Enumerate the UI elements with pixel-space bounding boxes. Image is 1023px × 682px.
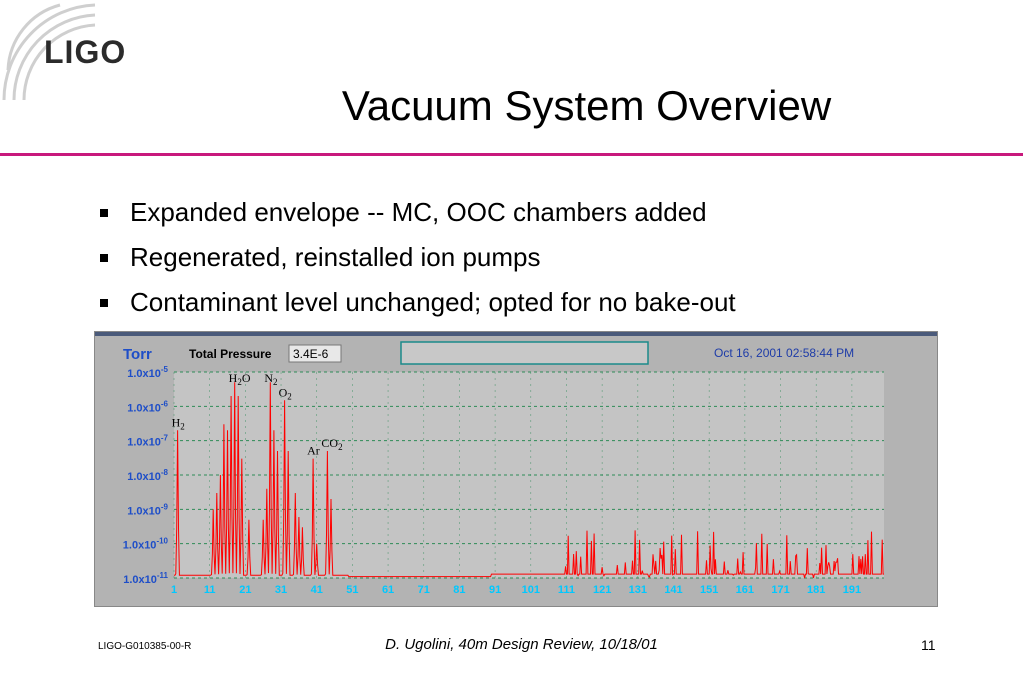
bullet-text: Contaminant level unchanged; opted for n… (130, 287, 736, 317)
spectrum-trace (174, 382, 884, 579)
peak-label: CO2 (321, 436, 342, 452)
x-tick-label: 61 (382, 584, 394, 596)
rga-spectrum-chart: Torr Total Pressure 3.4E-6 Oct 16, 2001 … (95, 332, 937, 596)
bullet-list: Expanded envelope -- MC, OOC chambers ad… (94, 190, 736, 325)
peak-label: O2 (279, 385, 292, 401)
grid-lines (173, 371, 884, 579)
y-tick-label: 1.0x10-7 (127, 434, 168, 449)
x-tick-label: 1 (171, 584, 177, 596)
y-tick-label: 1.0x10-9 (127, 502, 168, 517)
total-pressure-value: 3.4E-6 (293, 347, 329, 361)
peak-label: H2 (172, 415, 185, 431)
total-pressure-label: Total Pressure (189, 347, 272, 361)
rga-chart-frame: Torr Total Pressure 3.4E-6 Oct 16, 2001 … (94, 331, 938, 607)
title-divider (0, 153, 1023, 156)
ligo-logo: LIGO (44, 34, 127, 70)
peak-label: N2 (264, 371, 277, 387)
x-tick-label: 41 (311, 584, 323, 596)
bullet-square-icon (100, 299, 108, 307)
chart-top-bar (95, 332, 937, 336)
bullet-item: Contaminant level unchanged; opted for n… (94, 280, 736, 325)
footer-caption: D. Ugolini, 40m Design Review, 10/18/01 (385, 636, 658, 653)
x-tick-label: 151 (700, 584, 718, 596)
y-tick-label: 1.0x10-6 (127, 399, 168, 414)
slide-title: Vacuum System Overview (341, 82, 832, 129)
x-tick-label: 141 (664, 584, 682, 596)
x-tick-labels: 1 11 21 31 41 51 61 71 81 91 101 111 121 131 141 151 161… (171, 584, 861, 596)
x-tick-label: 21 (239, 584, 251, 596)
x-tick-label: 11 (204, 584, 216, 596)
message-box (400, 341, 649, 365)
bullet-square-icon (100, 209, 108, 217)
page-number: 11 (921, 637, 936, 653)
x-tick-label: 51 (346, 584, 358, 596)
x-tick-label: 171 (771, 584, 789, 596)
x-tick-label: 191 (843, 584, 861, 596)
x-tick-label: 181 (807, 584, 825, 596)
x-tick-label: 31 (275, 584, 287, 596)
x-tick-label: 131 (629, 584, 647, 596)
peak-label: H2O (229, 371, 251, 387)
total-pressure-box (288, 344, 342, 363)
bullet-item: Regenerated, reinstalled ion pumps (94, 235, 736, 280)
bullet-text: Regenerated, reinstalled ion pumps (130, 242, 541, 272)
x-tick-label: 81 (453, 584, 465, 596)
x-tick-label: 91 (489, 584, 501, 596)
y-tick-labels: 1.0x10-5 1.0x10-6 1.0x10-7 1.0x10-8 1.0x10-9… (123, 365, 169, 586)
document-id: LIGO-G010385-00-R (98, 641, 192, 652)
y-tick-label: 1.0x10-10 (123, 537, 169, 552)
x-tick-label: 161 (736, 584, 754, 596)
x-tick-label: 101 (522, 584, 540, 596)
bullet-square-icon (100, 254, 108, 262)
bullet-item: Expanded envelope -- MC, OOC chambers ad… (94, 190, 736, 235)
x-tick-label: 71 (418, 584, 430, 596)
x-tick-label: 111 (558, 584, 575, 596)
unit-label: Torr (123, 346, 152, 363)
peak-label: Ar (307, 444, 320, 458)
timestamp: Oct 16, 2001 02:58:44 PM (714, 346, 854, 360)
x-tick-label: 121 (593, 584, 611, 596)
bullet-text: Expanded envelope -- MC, OOC chambers ad… (130, 197, 707, 227)
y-tick-label: 1.0x10-5 (127, 365, 168, 380)
y-tick-label: 1.0x10-8 (127, 468, 168, 483)
logo-swoosh-icon (2, 3, 96, 101)
y-tick-label: 1.0x10-11 (123, 571, 168, 586)
